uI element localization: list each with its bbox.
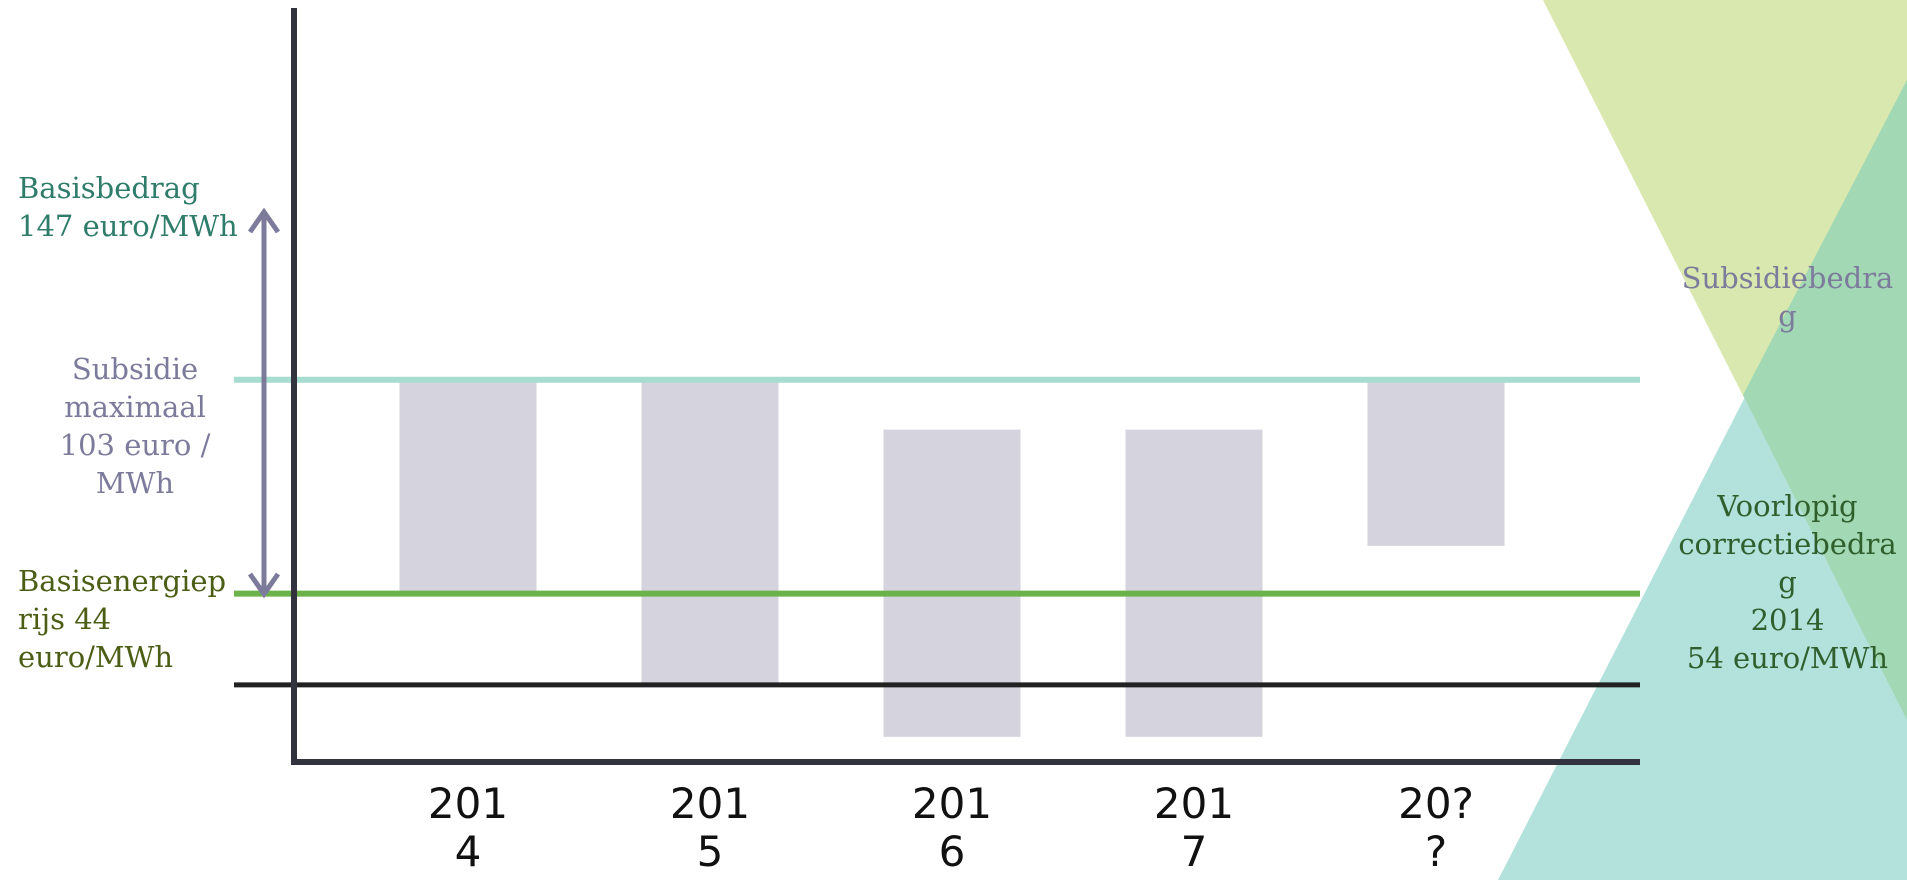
- x-tick-label: 201 4: [427, 779, 509, 876]
- reference-lines-layer: [234, 376, 1640, 688]
- bar-3: [883, 429, 1021, 737]
- axes-layer: [291, 8, 1640, 765]
- x-tick-label: 201 6: [911, 779, 993, 876]
- range-arrow-head-top: [247, 207, 281, 234]
- legend-correctiebedrag: Voorlopig correctiebedra g 2014 54 euro/…: [1678, 489, 1897, 675]
- x-tick-label: 201 5: [669, 779, 751, 876]
- x-tick-label: 20? ?: [1398, 779, 1474, 876]
- bar-1: [399, 379, 537, 594]
- basisenergieprijs-label: Basisenergiep rijs 44 euro/MWh: [18, 564, 227, 674]
- bar-5: [1367, 379, 1505, 546]
- x-tick-label: 201 7: [1153, 779, 1235, 876]
- basisbedrag-label: Basisbedrag 147 euro/MWh: [18, 171, 238, 243]
- range-arrow-head-bottom: [247, 572, 281, 599]
- bar-4: [1125, 429, 1263, 737]
- bar-2: [641, 379, 779, 685]
- legend-subsidiebedrag: Subsidiebedra g: [1681, 261, 1894, 333]
- overlap-triangle-decoration: [1743, 80, 1907, 720]
- range-arrow: [247, 207, 281, 599]
- subsidie-range-label: Subsidie maximaal 103 euro / MWh: [59, 352, 211, 500]
